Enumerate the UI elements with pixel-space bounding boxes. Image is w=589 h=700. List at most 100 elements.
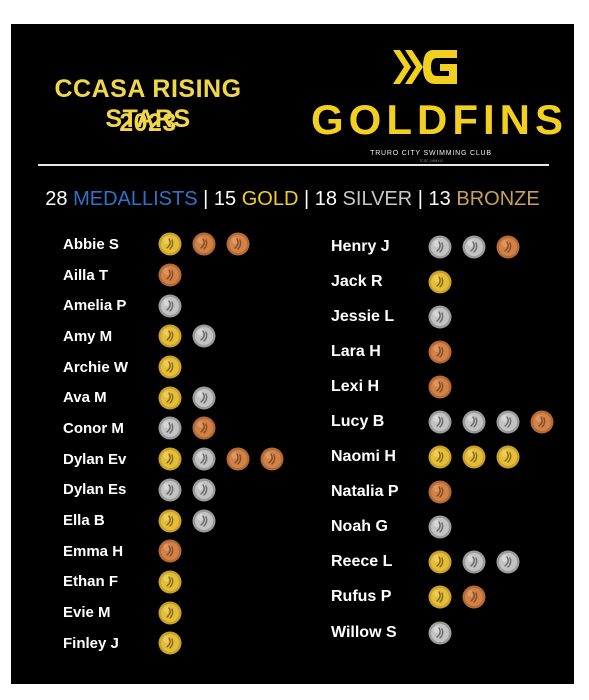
medal-group (158, 539, 182, 563)
medal-group (158, 324, 216, 348)
silver-medal-icon (192, 386, 216, 410)
swimmer-row: Archie W (63, 352, 284, 383)
swimmer-row: Ailla T (63, 260, 284, 291)
medal-group (158, 416, 216, 440)
header-divider (38, 164, 549, 166)
gold-medal-icon (428, 550, 452, 574)
silver-medal-icon (192, 478, 216, 502)
swimmer-row: Ella B (63, 505, 284, 536)
medal-summary: 28 MEDALLISTS | 15 GOLD | 18 SILVER | 13… (27, 186, 558, 212)
medal-group (158, 232, 250, 256)
swimmer-name: Dylan Es (63, 481, 127, 499)
medal-group (158, 631, 182, 655)
bronze-medal-icon (428, 480, 452, 504)
medal-group (428, 621, 452, 645)
silver-medal-icon (192, 324, 216, 348)
medal-group (158, 294, 182, 318)
swimmer-name: Finley J (63, 634, 119, 652)
silver-medal-icon (428, 235, 452, 259)
gold-medal-icon (158, 601, 182, 625)
gold-medal-icon (428, 270, 452, 294)
swimmer-row: Evie M (63, 597, 284, 628)
medal-group (158, 509, 216, 533)
swimmer-row: Ethan F (63, 567, 284, 598)
gold-medal-icon (158, 232, 182, 256)
swimmer-name: Rufus P (331, 588, 392, 606)
silver-medal-icon (158, 294, 182, 318)
swimmer-row: Lucy B (331, 404, 554, 439)
gold-medal-icon (158, 631, 182, 655)
bronze-medal-icon (530, 410, 554, 434)
medal-group (158, 601, 182, 625)
silver-label: SILVER (342, 188, 413, 210)
gold-medal-icon (158, 355, 182, 379)
summary-separator: | (303, 188, 310, 210)
gold-count: 15 (213, 188, 237, 210)
medal-group (428, 445, 520, 469)
bronze-medal-icon (260, 447, 284, 471)
club-name: TRURO CITY SWIMMING CLUB (370, 150, 492, 157)
swimmer-name: Henry J (331, 237, 390, 255)
medallists-label: MEDALLISTS (73, 188, 198, 210)
swimmer-name: Noah G (331, 518, 388, 536)
gold-medal-icon (158, 447, 182, 471)
medal-group (428, 270, 452, 294)
swimmer-row: Finley J (63, 628, 284, 659)
swimmer-name: Naomi H (331, 448, 396, 466)
medal-group (428, 410, 554, 434)
silver-medal-icon (428, 410, 452, 434)
silver-medal-icon (428, 621, 452, 645)
swimmer-row: Noah G (331, 510, 554, 545)
swimmer-row: Ava M (63, 382, 284, 413)
swimmer-name: Ava M (63, 389, 107, 407)
swimmer-row: Reece L (331, 545, 554, 580)
swimmer-name: Lara H (331, 342, 381, 360)
swimmer-row: Jessie L (331, 299, 554, 334)
swimmer-name: Jack R (331, 272, 383, 290)
gold-medal-icon (428, 585, 452, 609)
gold-medal-icon (496, 445, 520, 469)
medal-group (428, 585, 486, 609)
silver-medal-icon (158, 478, 182, 502)
swimmer-name: Ella B (63, 512, 105, 530)
club-tagline: TCSC | MMXIX (419, 159, 443, 163)
bronze-medal-icon (462, 585, 486, 609)
medal-group (158, 447, 284, 471)
swimmer-row: Rufus P (331, 580, 554, 615)
silver-medal-icon (462, 550, 486, 574)
swimmer-row: Emma H (63, 536, 284, 567)
bronze-medal-icon (428, 375, 452, 399)
swimmer-row: Lara H (331, 334, 554, 369)
swimmer-list-right: Henry J Jack R Jessie L Lara H Lexi H Lucy B N… (331, 229, 554, 650)
gold-medal-icon (158, 509, 182, 533)
swimmer-name: Natalia P (331, 483, 399, 501)
swimmer-name: Emma H (63, 542, 124, 560)
swimmer-list-left: Abbie S Ailla T Amelia P Amy M Archie W Ava M… (63, 229, 284, 659)
swimmer-row: Willow S (331, 615, 554, 650)
swimmer-name: Lexi H (331, 377, 380, 395)
medal-group (158, 263, 182, 287)
gold-label: GOLD (241, 188, 299, 210)
medal-group (158, 355, 182, 379)
medal-group (428, 480, 452, 504)
swimmer-name: Abbie S (63, 235, 119, 253)
swimmer-row: Dylan Ev (63, 444, 284, 475)
swimmer-row: Amy M (63, 321, 284, 352)
silver-medal-icon (428, 515, 452, 539)
silver-count: 18 (314, 188, 337, 210)
swimmer-row: Henry J (331, 229, 554, 264)
swimmer-name: Amelia P (63, 297, 127, 315)
swimmer-row: Amelia P (63, 290, 284, 321)
medal-group (158, 570, 182, 594)
swimmer-row: Abbie S (63, 229, 284, 260)
medal-group (428, 550, 520, 574)
swimmer-name: Jessie L (331, 307, 395, 325)
swimmer-name: Reece L (331, 553, 393, 571)
silver-medal-icon (192, 509, 216, 533)
swimmer-name: Willow S (331, 623, 397, 641)
poster-title: CCASA RISING STARS (54, 75, 242, 133)
medal-group (158, 478, 216, 502)
swimmer-row: Natalia P (331, 475, 554, 510)
summary-separator: | (417, 188, 423, 210)
silver-medal-icon (158, 416, 182, 440)
